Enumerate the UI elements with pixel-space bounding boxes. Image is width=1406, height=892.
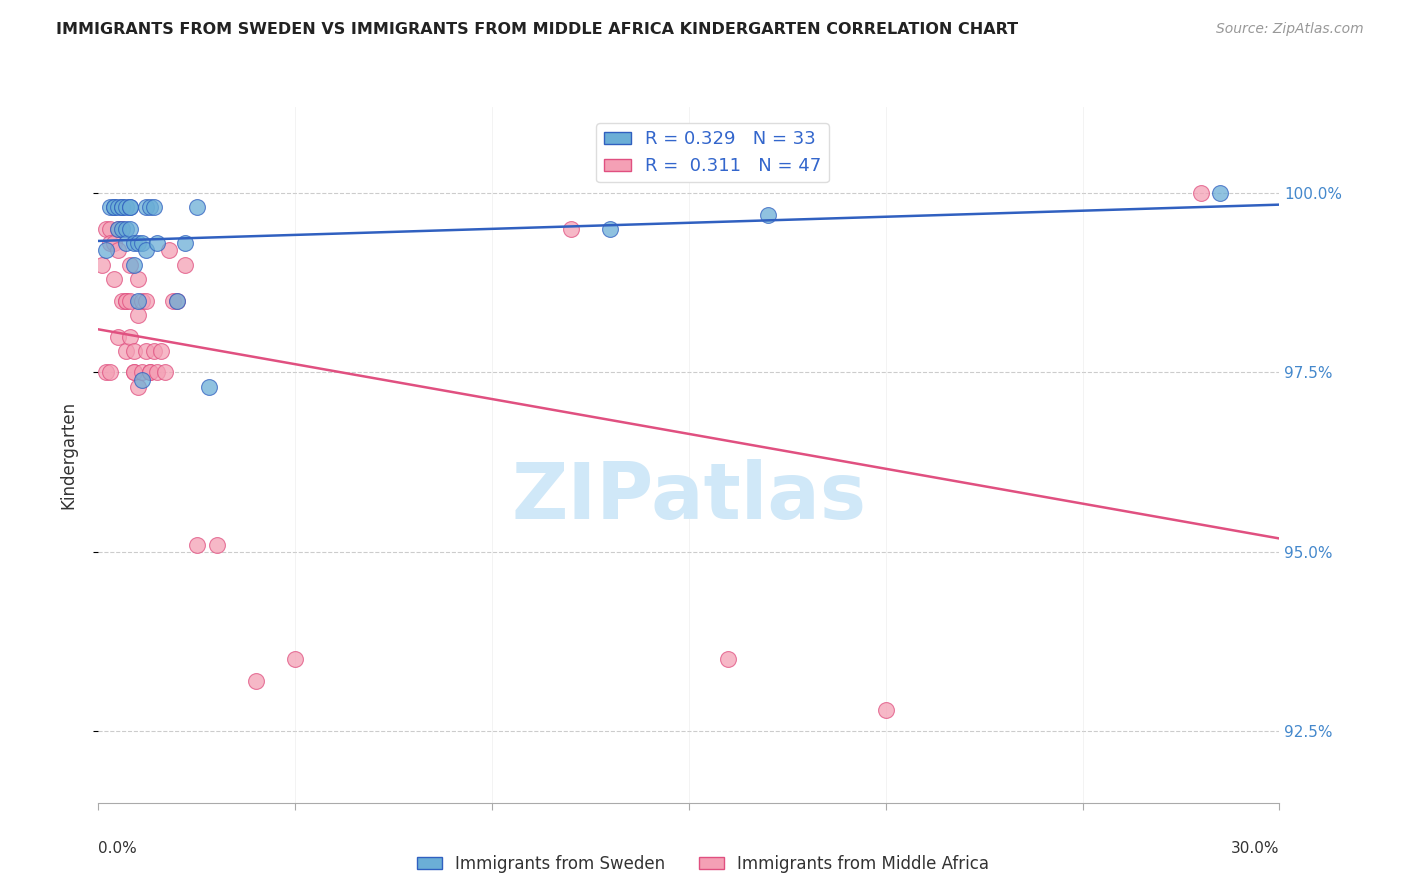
Point — [115, 343, 138, 358]
Point — [111, 222, 134, 236]
Point — [1189, 186, 1212, 200]
Point — [142, 343, 165, 358]
Point — [111, 293, 134, 308]
Legend: Immigrants from Sweden, Immigrants from Middle Africa: Immigrants from Sweden, Immigrants from … — [411, 848, 995, 880]
Point — [717, 652, 740, 666]
Point — [118, 293, 141, 308]
Point — [186, 201, 208, 215]
Point — [115, 293, 138, 308]
Text: IMMIGRANTS FROM SWEDEN VS IMMIGRANTS FROM MIDDLE AFRICA KINDERGARTEN CORRELATION: IMMIGRANTS FROM SWEDEN VS IMMIGRANTS FRO… — [56, 22, 1018, 37]
Point — [98, 236, 121, 251]
Text: 0.0%: 0.0% — [98, 841, 138, 856]
Point — [98, 222, 121, 236]
Point — [166, 293, 188, 308]
Point — [135, 343, 157, 358]
Point — [138, 366, 160, 380]
Point — [205, 538, 228, 552]
Point — [115, 201, 138, 215]
Point — [138, 366, 160, 380]
Point — [111, 222, 134, 236]
Point — [131, 373, 153, 387]
Point — [127, 293, 149, 308]
Point — [174, 258, 197, 272]
Point — [284, 652, 307, 666]
Point — [96, 366, 118, 380]
Point — [166, 293, 188, 308]
Point — [186, 538, 208, 552]
Point — [131, 236, 153, 251]
Legend: R = 0.329   N = 33, R =  0.311   N = 47: R = 0.329 N = 33, R = 0.311 N = 47 — [596, 123, 828, 183]
Point — [98, 201, 121, 215]
Text: 30.0%: 30.0% — [1232, 841, 1279, 856]
Point — [107, 222, 129, 236]
Point — [197, 380, 219, 394]
Point — [103, 201, 125, 215]
Point — [118, 201, 141, 215]
Point — [135, 293, 157, 308]
Point — [1209, 186, 1232, 200]
Point — [155, 366, 177, 380]
Text: Source: ZipAtlas.com: Source: ZipAtlas.com — [1216, 22, 1364, 37]
Point — [107, 222, 129, 236]
Point — [174, 236, 197, 251]
Point — [122, 236, 145, 251]
Point — [127, 272, 149, 286]
Point — [135, 201, 157, 215]
Point — [146, 236, 169, 251]
Point — [115, 222, 138, 236]
Point — [127, 236, 149, 251]
Point — [118, 222, 141, 236]
Point — [875, 702, 897, 716]
Point — [131, 366, 153, 380]
Point — [245, 673, 267, 688]
Text: ZIPatlas: ZIPatlas — [512, 458, 866, 534]
Point — [142, 201, 165, 215]
Point — [103, 201, 125, 215]
Point — [111, 201, 134, 215]
Point — [131, 293, 153, 308]
Point — [115, 293, 138, 308]
Point — [107, 329, 129, 343]
Point — [756, 208, 779, 222]
Point — [107, 201, 129, 215]
Point — [127, 308, 149, 322]
Point — [91, 258, 114, 272]
Point — [150, 343, 173, 358]
Point — [118, 201, 141, 215]
Point — [122, 343, 145, 358]
Point — [118, 329, 141, 343]
Point — [157, 244, 180, 258]
Point — [560, 222, 582, 236]
Point — [127, 380, 149, 394]
Y-axis label: Kindergarten: Kindergarten — [59, 401, 77, 509]
Point — [103, 236, 125, 251]
Point — [96, 244, 118, 258]
Point — [96, 222, 118, 236]
Point — [122, 258, 145, 272]
Point — [138, 201, 160, 215]
Point — [107, 244, 129, 258]
Point — [135, 244, 157, 258]
Point — [118, 258, 141, 272]
Point — [599, 222, 621, 236]
Point — [115, 236, 138, 251]
Point — [122, 366, 145, 380]
Point — [146, 366, 169, 380]
Point — [162, 293, 184, 308]
Point — [111, 201, 134, 215]
Point — [98, 366, 121, 380]
Point — [103, 272, 125, 286]
Point — [122, 366, 145, 380]
